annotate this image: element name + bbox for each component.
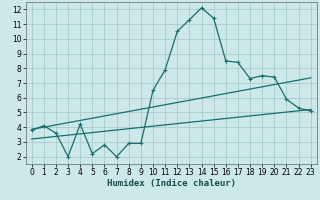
- X-axis label: Humidex (Indice chaleur): Humidex (Indice chaleur): [107, 179, 236, 188]
